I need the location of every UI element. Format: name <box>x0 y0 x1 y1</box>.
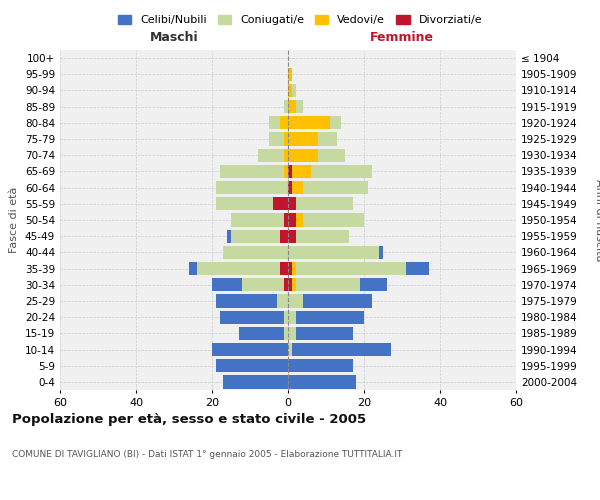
Bar <box>296 310 364 324</box>
Bar <box>288 246 379 259</box>
Bar <box>231 214 284 226</box>
Bar <box>319 148 345 162</box>
Bar <box>288 326 296 340</box>
Bar <box>303 294 371 308</box>
Bar <box>288 230 296 243</box>
Bar <box>284 326 288 340</box>
Bar <box>189 262 197 275</box>
Bar <box>269 116 280 130</box>
Bar <box>406 262 428 275</box>
Bar <box>239 326 284 340</box>
Bar <box>288 376 356 388</box>
Bar <box>284 310 288 324</box>
Bar <box>284 100 288 114</box>
Bar <box>292 165 311 178</box>
Bar <box>288 359 353 372</box>
Bar <box>288 116 330 130</box>
Bar <box>288 214 296 226</box>
Bar <box>311 165 371 178</box>
Y-axis label: Anni di nascita: Anni di nascita <box>594 179 600 261</box>
Bar <box>216 294 277 308</box>
Bar <box>242 278 284 291</box>
Bar <box>288 100 296 114</box>
Bar <box>284 214 288 226</box>
Bar <box>288 132 319 145</box>
Bar <box>288 310 296 324</box>
Bar <box>379 246 383 259</box>
Bar <box>223 376 288 388</box>
Bar <box>269 132 284 145</box>
Bar <box>303 214 364 226</box>
Bar <box>227 230 231 243</box>
Bar <box>296 100 303 114</box>
Bar <box>280 230 288 243</box>
Bar <box>360 278 387 291</box>
Bar <box>257 148 284 162</box>
Bar <box>197 262 280 275</box>
Bar <box>212 278 242 291</box>
Bar <box>288 181 292 194</box>
Bar <box>212 343 288 356</box>
Bar <box>280 262 288 275</box>
Bar <box>319 132 337 145</box>
Bar <box>231 230 280 243</box>
Bar <box>284 148 288 162</box>
Bar <box>216 197 273 210</box>
Bar <box>220 165 284 178</box>
Bar <box>216 359 288 372</box>
Bar <box>292 278 296 291</box>
Bar <box>216 181 288 194</box>
Text: Maschi: Maschi <box>149 30 199 44</box>
Y-axis label: Fasce di età: Fasce di età <box>10 187 19 253</box>
Bar <box>296 214 303 226</box>
Bar <box>296 197 353 210</box>
Bar <box>220 310 284 324</box>
Bar <box>288 262 292 275</box>
Bar <box>288 68 292 81</box>
Bar <box>288 294 303 308</box>
Bar <box>288 197 296 210</box>
Bar <box>303 181 368 194</box>
Text: Femmine: Femmine <box>370 30 434 44</box>
Bar <box>292 84 296 97</box>
Bar <box>284 165 288 178</box>
Bar <box>284 132 288 145</box>
Bar <box>288 148 319 162</box>
Bar <box>296 230 349 243</box>
Bar <box>288 278 292 291</box>
Bar <box>277 294 288 308</box>
Bar <box>292 343 391 356</box>
Bar <box>223 246 288 259</box>
Bar <box>296 262 406 275</box>
Text: COMUNE DI TAVIGLIANO (BI) - Dati ISTAT 1° gennaio 2005 - Elaborazione TUTTITALIA: COMUNE DI TAVIGLIANO (BI) - Dati ISTAT 1… <box>12 450 403 459</box>
Bar <box>292 181 303 194</box>
Bar <box>288 343 292 356</box>
Bar <box>296 278 360 291</box>
Bar <box>284 278 288 291</box>
Bar <box>288 165 292 178</box>
Bar <box>292 262 296 275</box>
Bar <box>273 197 288 210</box>
Bar <box>280 116 288 130</box>
Text: Popolazione per età, sesso e stato civile - 2005: Popolazione per età, sesso e stato civil… <box>12 412 366 426</box>
Bar <box>288 84 292 97</box>
Legend: Celibi/Nubili, Coniugati/e, Vedovi/e, Divorziati/e: Celibi/Nubili, Coniugati/e, Vedovi/e, Di… <box>113 10 487 30</box>
Bar <box>330 116 341 130</box>
Bar <box>296 326 353 340</box>
